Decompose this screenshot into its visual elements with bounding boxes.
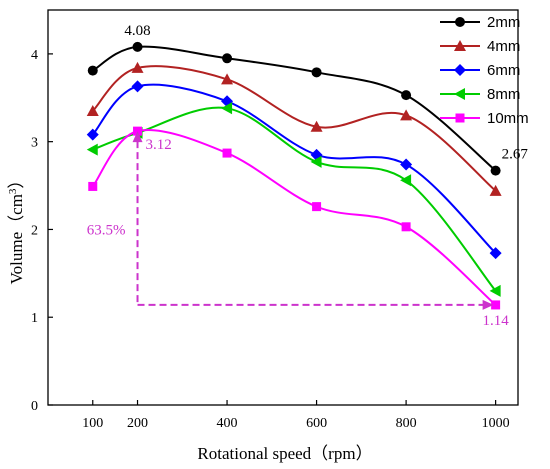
legend-marker-10mm <box>455 113 465 123</box>
y-tick-label: 0 <box>31 399 38 414</box>
data-point-10mm <box>401 222 411 232</box>
y-tick-label: 4 <box>31 48 38 63</box>
data-point-8mm <box>221 102 233 115</box>
y-tick-label: 3 <box>31 136 38 151</box>
data-point-2mm <box>311 67 322 78</box>
legend: 2mm 4mm 6mm 8mm 10mm <box>440 14 529 127</box>
x-tick-label: 100 <box>82 416 103 431</box>
arrow-head-up <box>132 131 143 143</box>
data-point-6mm <box>400 158 413 171</box>
drop-percent-label: 63.5% <box>87 222 126 238</box>
arrow-head-right <box>482 299 494 310</box>
data-point-4mm <box>131 61 144 73</box>
series-4mm <box>86 61 502 196</box>
data-point-8mm <box>86 143 98 156</box>
plot-frame <box>47 9 519 406</box>
x-tick-label: 800 <box>396 416 417 431</box>
x-axis-title: Rotational speed（rpm） <box>197 444 372 463</box>
legend-marker-4mm <box>454 40 466 51</box>
series-10mm <box>88 126 501 310</box>
legend-marker-8mm <box>454 88 465 100</box>
data-point-2mm <box>132 41 143 52</box>
peak-value-label: 4.08 <box>124 23 150 39</box>
data-point-4mm <box>86 104 99 116</box>
data-point-4mm <box>310 120 323 132</box>
series-6mm <box>86 80 502 260</box>
series-8mm <box>86 102 501 297</box>
data-point-6mm <box>86 128 99 141</box>
series-line-6mm <box>91 83 497 254</box>
data-point-4mm <box>400 109 413 121</box>
data-point-2mm <box>490 165 501 176</box>
x-tick-label: 200 <box>127 416 148 431</box>
data-point-8mm <box>310 155 322 168</box>
data-point-6mm <box>489 247 502 260</box>
data-point-10mm <box>222 148 232 158</box>
data-point-4mm <box>221 73 234 85</box>
data-point-2mm <box>401 90 412 101</box>
legend-marker-2mm <box>455 17 465 27</box>
data-point-10mm <box>491 300 501 310</box>
series-layer <box>86 41 502 310</box>
series-line-8mm <box>92 106 497 292</box>
legend-label-6mm: 6mm <box>487 62 520 79</box>
y-axis-title: Volume（cm3） <box>7 172 26 285</box>
data-point-10mm <box>312 202 322 212</box>
legend-marker-6mm <box>454 64 466 76</box>
data-point-10mm <box>88 181 98 191</box>
plot-border <box>47 9 519 406</box>
legend-label-10mm: 10mm <box>487 110 529 127</box>
data-point-6mm <box>131 80 144 93</box>
data-point-2mm <box>222 53 233 64</box>
y-tick-label: 2 <box>31 223 38 238</box>
x-tick-label: 1000 <box>482 416 510 431</box>
data-point-2mm <box>87 65 98 76</box>
legend-label-2mm: 2mm <box>487 14 520 31</box>
data-point-4mm <box>489 184 502 196</box>
axis-ticks: 100 200 400 600 800 1000 0 1 2 3 4 <box>31 48 510 431</box>
y-axis-title-sup: 3 <box>7 188 19 194</box>
legend-label-8mm: 8mm <box>487 86 520 103</box>
series-line-10mm <box>91 129 497 306</box>
data-point-8mm <box>400 174 412 187</box>
series-2mm <box>87 41 501 176</box>
annotation-layer: 4.08 2.67 3.12 1.14 63.5% <box>87 23 529 329</box>
legend-label-4mm: 4mm <box>487 38 520 55</box>
low-value-label: 1.14 <box>482 313 509 329</box>
x-tick-label: 600 <box>306 416 327 431</box>
y-tick-label: 1 <box>31 311 38 326</box>
high-value-label: 3.12 <box>146 137 172 153</box>
end-value-label: 2.67 <box>502 147 529 163</box>
y-axis-title-close: ） <box>7 172 26 189</box>
x-tick-label: 400 <box>217 416 238 431</box>
y-axis-title-main: Volume（cm <box>7 194 26 284</box>
data-point-8mm <box>489 284 501 297</box>
